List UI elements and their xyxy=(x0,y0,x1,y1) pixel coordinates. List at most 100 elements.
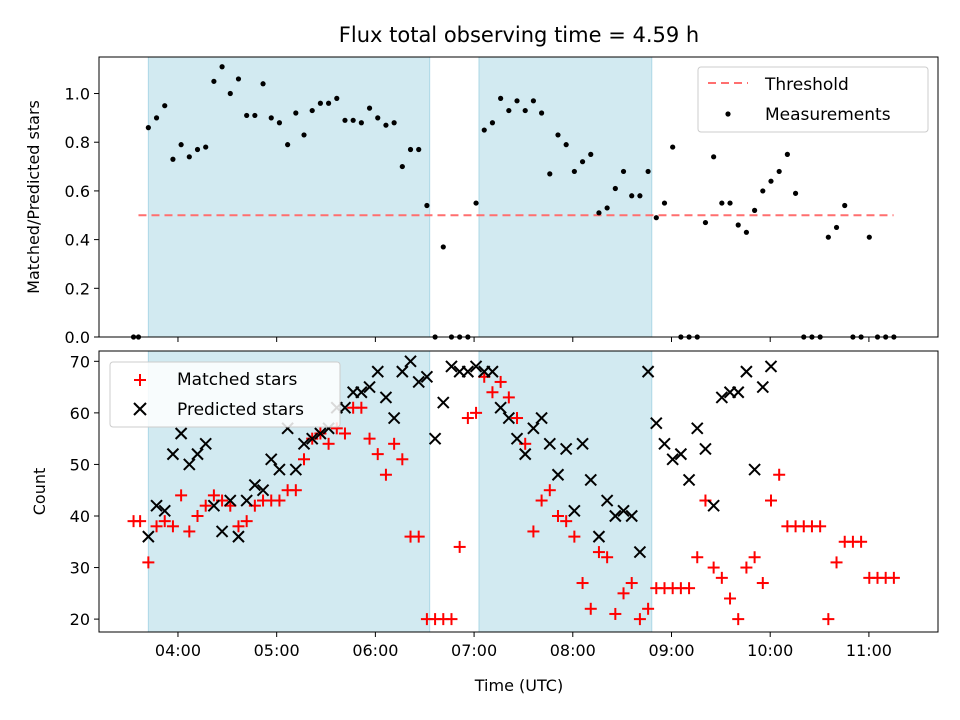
measurement-point xyxy=(489,120,496,126)
measurement-point xyxy=(555,132,561,138)
predicted-star-point xyxy=(387,411,401,425)
measurement-point xyxy=(424,202,430,209)
predicted-star-point xyxy=(650,416,663,430)
predicted-star-point xyxy=(576,437,589,451)
x-b xyxy=(682,473,696,487)
matched-star-point xyxy=(289,484,302,497)
measurement-point xyxy=(227,90,233,97)
predicted-star-point xyxy=(715,391,729,404)
matched-star-point xyxy=(461,412,474,425)
x-b xyxy=(191,447,204,461)
x-b xyxy=(551,468,565,481)
y-tick-label: 0.6 xyxy=(65,182,90,201)
predicted-star-point xyxy=(420,370,434,383)
y-tick-label: 0.2 xyxy=(65,279,90,298)
measurement-point xyxy=(481,127,487,133)
x-b xyxy=(379,391,393,404)
measurement-point xyxy=(145,125,151,131)
matched-star-point xyxy=(191,509,204,522)
predicted-star-point xyxy=(543,437,556,451)
measurement-point xyxy=(612,185,618,192)
matched-star-point xyxy=(207,489,220,502)
y-tick-label: 30 xyxy=(70,559,90,578)
x-b xyxy=(699,442,712,456)
x-tick-label: 04:00 xyxy=(155,641,201,660)
legend-box xyxy=(109,361,341,428)
matched-star-point xyxy=(592,546,605,559)
measurement-point xyxy=(727,200,733,206)
x-b xyxy=(166,447,180,461)
predicted-star-point xyxy=(519,447,532,461)
y-tick-label: 60 xyxy=(70,404,90,423)
x-b xyxy=(650,416,663,430)
predicted-star-point xyxy=(658,437,671,451)
predicted-star-point xyxy=(584,473,597,487)
predicted-star-point xyxy=(469,360,483,373)
predicted-star-point xyxy=(256,484,270,497)
x-b xyxy=(232,530,245,543)
x-b xyxy=(519,447,532,461)
matched-star-point xyxy=(494,375,507,388)
measurement-point xyxy=(620,168,627,175)
x-b xyxy=(142,530,155,543)
matched-star-point xyxy=(830,556,843,569)
measurement-point xyxy=(383,122,389,128)
predicted-star-point xyxy=(314,427,327,440)
matched-star-point xyxy=(445,613,458,626)
observing-window-2 xyxy=(478,350,653,633)
predicted-star-point xyxy=(265,453,278,466)
measurement-point xyxy=(842,202,848,209)
measurement-point xyxy=(211,78,217,84)
predicted-star-point xyxy=(551,468,565,481)
x-b xyxy=(256,484,270,497)
matched-star-point xyxy=(855,535,868,548)
predicted-star-point xyxy=(273,463,286,476)
matched-star-point xyxy=(617,587,630,600)
measurement-point xyxy=(407,146,414,153)
measurement-point xyxy=(375,115,381,121)
x-b xyxy=(625,509,638,523)
matched-star-point xyxy=(683,582,696,595)
predicted-star-point xyxy=(224,494,237,507)
x-b xyxy=(633,545,647,559)
predicted-star-point xyxy=(748,463,761,476)
measurement-point xyxy=(358,120,364,126)
legend-matched-label: Matched stars xyxy=(177,370,297,390)
measurement-point xyxy=(498,95,504,101)
x-b xyxy=(387,411,401,425)
measurement-point xyxy=(735,222,741,228)
x-b xyxy=(740,365,753,378)
matched-star-point xyxy=(379,468,392,481)
measurement-point xyxy=(653,215,659,221)
measurement-point xyxy=(268,115,274,121)
matched-star-point xyxy=(175,489,188,502)
predicted-star-point xyxy=(674,447,688,461)
predicted-star-point xyxy=(617,504,630,518)
predicted-star-point xyxy=(248,478,262,492)
x-b xyxy=(437,396,450,409)
legend-measurements-swatch xyxy=(725,111,731,117)
predicted-star-point xyxy=(707,499,720,512)
predicted-star-point xyxy=(691,422,704,435)
predicted-star-point xyxy=(641,365,655,378)
y-tick-label: 1.0 xyxy=(65,85,90,104)
measurement-point xyxy=(293,110,299,116)
x-tick-label: 11:00 xyxy=(846,641,892,660)
x-b xyxy=(314,427,327,440)
matched-star-point xyxy=(355,401,368,414)
x-tick-label: 08:00 xyxy=(550,641,596,660)
predicted-star-point xyxy=(379,391,393,404)
legend: Matched stars Predicted stars xyxy=(109,361,341,428)
x-b xyxy=(609,509,622,523)
measurement-point xyxy=(702,219,709,226)
observing-window-2 xyxy=(478,56,653,338)
matched-star-point xyxy=(633,613,646,626)
measurement-point xyxy=(571,168,577,175)
predicted-star-point xyxy=(740,365,753,378)
plot-frame xyxy=(98,56,939,338)
predicted-star-point xyxy=(404,355,417,368)
matched-star-point xyxy=(511,412,524,425)
y-tick-label: 40 xyxy=(70,507,90,526)
measurement-point xyxy=(235,76,242,82)
y-tick-label: 0.8 xyxy=(65,133,90,152)
